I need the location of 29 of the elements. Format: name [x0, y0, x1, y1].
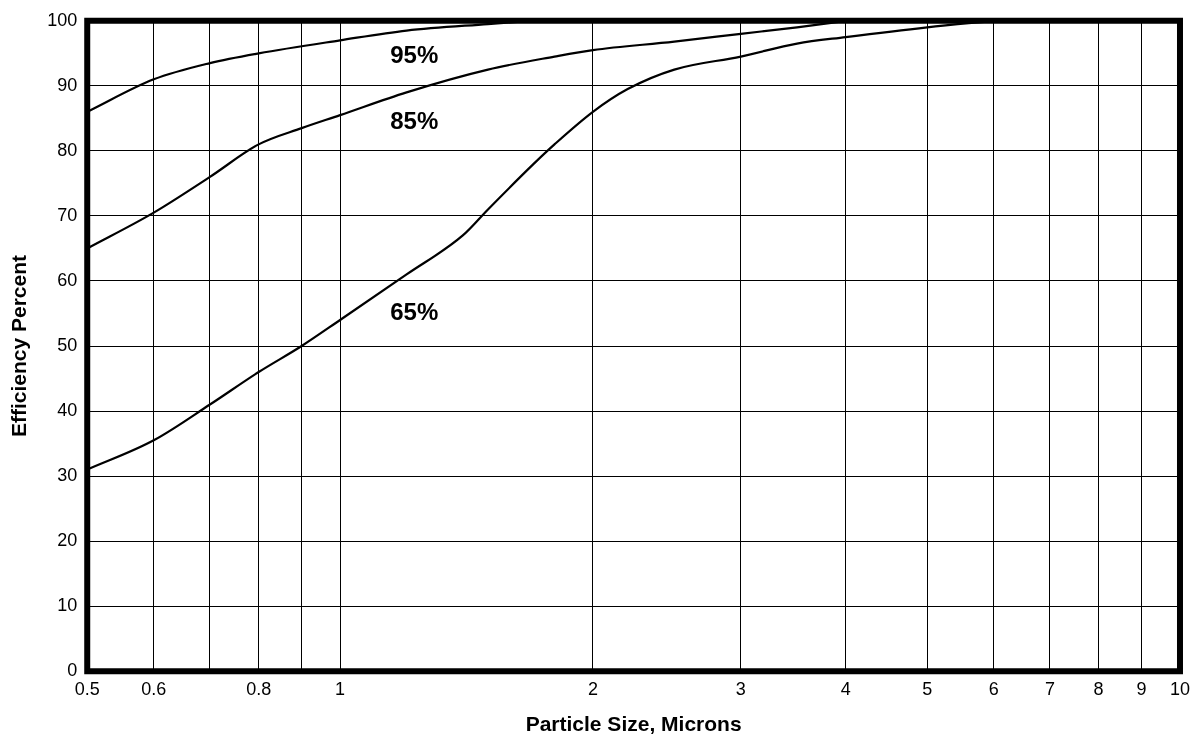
y-tick-label: 0 [67, 660, 78, 681]
y-tick-label: 10 [57, 595, 78, 616]
x-tick-label: 0.8 [246, 678, 272, 699]
y-tick-label: 40 [57, 400, 78, 421]
x-tick-label: 4 [840, 678, 851, 699]
y-tick-label: 20 [57, 530, 78, 551]
series-label: 65% [390, 297, 439, 325]
x-tick-label: 2 [587, 678, 598, 699]
y-tick-label: 100 [47, 9, 78, 30]
x-tick-label: 5 [922, 678, 933, 699]
x-tick-label: 10 [1169, 678, 1190, 699]
x-tick-label: 9 [1136, 678, 1147, 699]
y-tick-label: 30 [57, 465, 78, 486]
x-tick-label: 1 [335, 678, 346, 699]
series-label: 95% [390, 40, 439, 68]
x-tick-label: 6 [988, 678, 999, 699]
y-tick-label: 60 [57, 269, 78, 290]
y-tick-label: 90 [57, 74, 78, 95]
y-tick-label: 50 [57, 334, 78, 355]
y-axis-title: Efficiency Percent [7, 254, 31, 438]
x-tick-label: 3 [735, 678, 746, 699]
y-tick-label: 70 [57, 204, 78, 225]
x-tick-label: 8 [1093, 678, 1104, 699]
series-label: 85% [390, 107, 439, 135]
x-tick-label: 7 [1044, 678, 1055, 699]
x-tick-label: 0.5 [74, 678, 100, 699]
x-tick-label: 0.6 [141, 678, 167, 699]
x-axis-title: Particle Size, Microns [525, 712, 742, 736]
y-tick-label: 80 [57, 139, 78, 160]
